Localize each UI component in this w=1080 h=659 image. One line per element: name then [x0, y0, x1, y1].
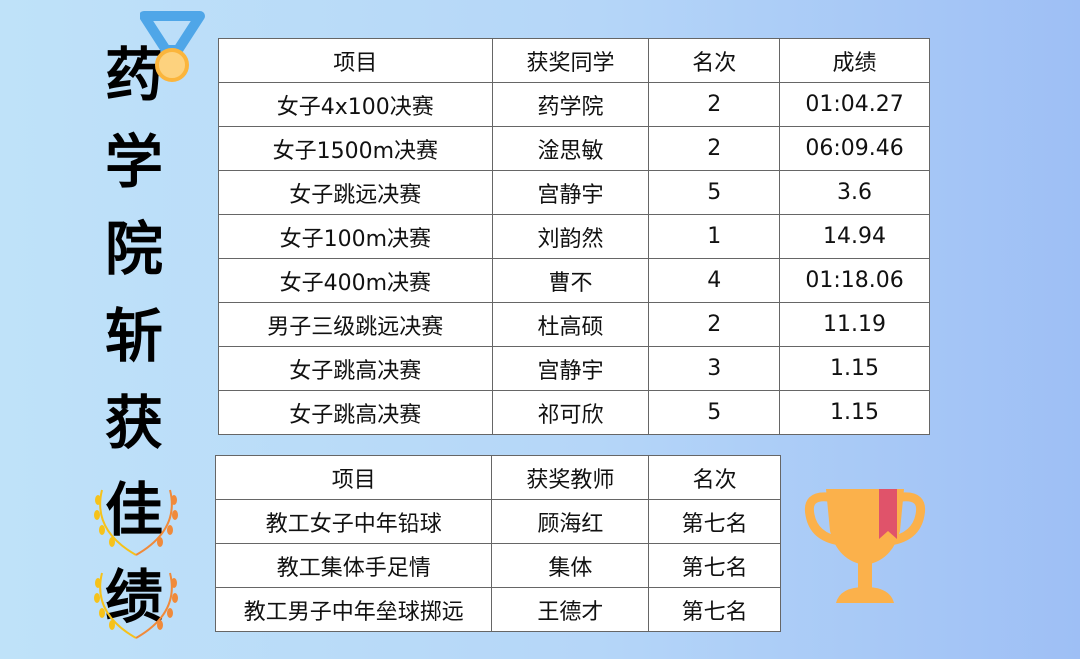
table-header-row: 项目 获奖同学 名次 成绩 — [218, 38, 930, 83]
table-cell: 1.15 — [779, 390, 930, 435]
title-char: 药 — [104, 41, 163, 109]
page-title: 药 学 院 斩 获 佳 绩 — [95, 32, 173, 641]
table-cell: 杜高硕 — [491, 302, 650, 347]
table-cell: 女子跳高决赛 — [218, 346, 493, 391]
table-cell: 2 — [648, 126, 781, 171]
table-row: 女子跳高决赛 祁可欣 5 1.15 — [218, 390, 930, 435]
table-cell: 2 — [648, 302, 781, 347]
laurel-wreath-icon — [94, 489, 178, 556]
column-header: 名次 — [648, 455, 781, 500]
table-cell: 集体 — [491, 543, 650, 588]
column-header: 成绩 — [779, 38, 930, 83]
table-cell: 宫静宇 — [491, 346, 650, 391]
table-cell: 女子跳高决赛 — [218, 390, 493, 435]
column-header: 名次 — [648, 38, 781, 83]
laurel-wreath-icon — [94, 572, 178, 639]
table-cell: 教工女子中年铅球 — [214, 499, 493, 544]
table-cell: 1.15 — [779, 346, 930, 391]
table-row: 女子1500m决赛 淦思敏 2 06:09.46 — [218, 126, 930, 171]
title-char: 获 — [104, 389, 163, 457]
table-cell: 第七名 — [648, 587, 781, 632]
table-cell: 4 — [648, 258, 781, 303]
table-cell: 06:09.46 — [779, 126, 930, 171]
table-cell: 第七名 — [648, 543, 781, 588]
teacher-awards-table: 项目 获奖教师 名次 教工女子中年铅球 顾海红 第七名 教工集体手足情 集体 第七名 教工男… — [214, 455, 781, 632]
title-char: 院 — [104, 215, 163, 283]
table-cell: 药学院 — [491, 82, 650, 127]
title-char: 学 — [104, 128, 163, 196]
table-cell: 宫静宇 — [491, 170, 650, 215]
table-cell: 顾海红 — [491, 499, 650, 544]
table-cell: 男子三级跳远决赛 — [218, 302, 493, 347]
table-cell: 11.19 — [779, 302, 930, 347]
table-row: 女子400m决赛 曹不 4 01:18.06 — [218, 258, 930, 303]
table-cell: 5 — [648, 170, 781, 215]
table-cell: 刘韵然 — [491, 214, 650, 259]
table-row: 女子100m决赛 刘韵然 1 14.94 — [218, 214, 930, 259]
table-cell: 王德才 — [491, 587, 650, 632]
table-cell: 1 — [648, 214, 781, 259]
table-row: 教工男子中年垒球掷远 王德才 第七名 — [214, 587, 781, 632]
column-header: 项目 — [218, 38, 493, 83]
student-awards-table: 项目 获奖同学 名次 成绩 女子4x100决赛 药学院 2 01:04.27 女子150… — [218, 38, 930, 435]
table-cell: 01:04.27 — [779, 82, 930, 127]
table-row: 女子跳远决赛 宫静宇 5 3.6 — [218, 170, 930, 215]
table-cell: 14.94 — [779, 214, 930, 259]
table-cell: 01:18.06 — [779, 258, 930, 303]
column-header: 项目 — [214, 455, 493, 500]
trophy-icon — [804, 489, 926, 603]
table-row: 男子三级跳远决赛 杜高硕 2 11.19 — [218, 302, 930, 347]
table-header-row: 项目 获奖教师 名次 — [214, 455, 781, 500]
table-cell: 女子400m决赛 — [218, 258, 493, 303]
table-cell: 女子4x100决赛 — [218, 82, 493, 127]
table-cell: 女子1500m决赛 — [218, 126, 493, 171]
table-cell: 2 — [648, 82, 781, 127]
table-row: 女子4x100决赛 药学院 2 01:04.27 — [218, 82, 930, 127]
table-cell: 教工集体手足情 — [214, 543, 493, 588]
table-cell: 女子100m决赛 — [218, 214, 493, 259]
table-cell: 5 — [648, 390, 781, 435]
table-cell: 教工男子中年垒球掷远 — [214, 587, 493, 632]
table-row: 教工女子中年铅球 顾海红 第七名 — [214, 499, 781, 544]
table-cell: 淦思敏 — [491, 126, 650, 171]
table-row: 女子跳高决赛 宫静宇 3 1.15 — [218, 346, 930, 391]
title-char: 斩 — [104, 302, 163, 370]
table-cell: 女子跳远决赛 — [218, 170, 493, 215]
title-char: 佳 — [104, 476, 163, 544]
table-cell: 第七名 — [648, 499, 781, 544]
medal-icon — [140, 11, 205, 82]
table-cell: 3.6 — [779, 170, 930, 215]
table-cell: 祁可欣 — [491, 390, 650, 435]
column-header: 获奖教师 — [491, 455, 650, 500]
table-row: 教工集体手足情 集体 第七名 — [214, 543, 781, 588]
table-cell: 3 — [648, 346, 781, 391]
column-header: 获奖同学 — [491, 38, 650, 83]
title-char: 绩 — [104, 563, 163, 631]
table-cell: 曹不 — [491, 258, 650, 303]
